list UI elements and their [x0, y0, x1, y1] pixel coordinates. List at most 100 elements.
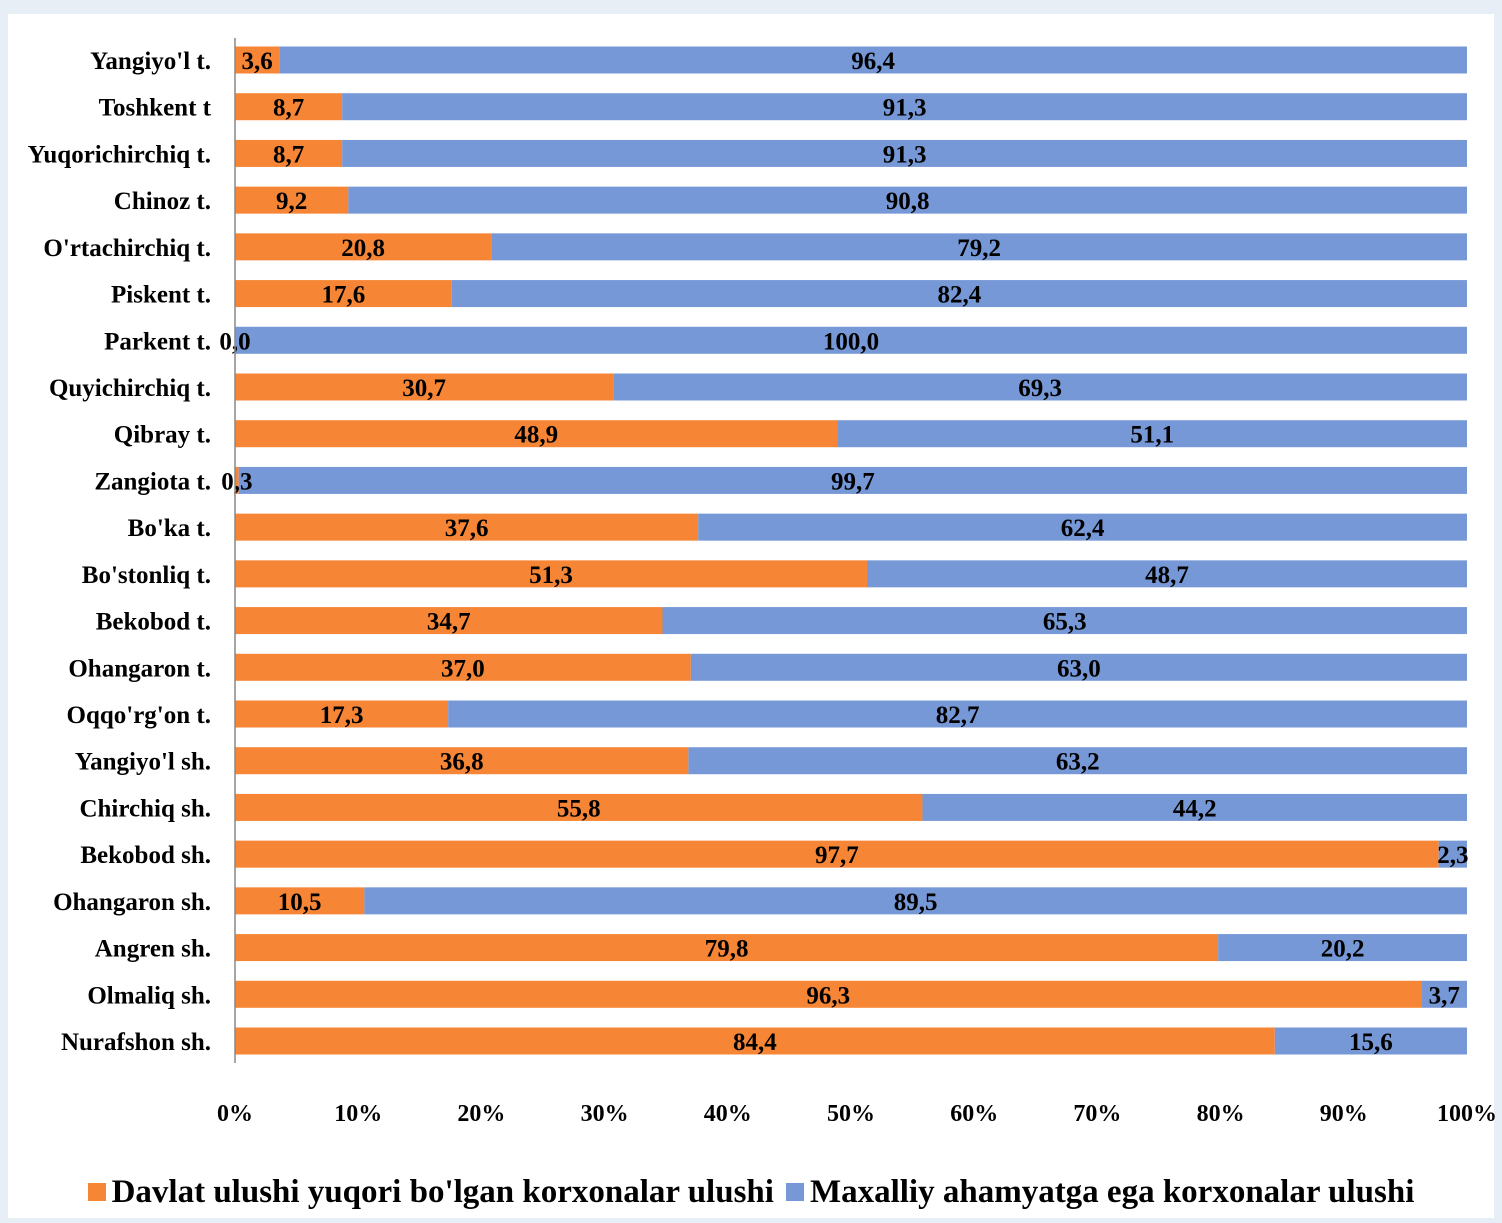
- legend-label-local-share: Maxalliy ahamyatga ega korxonalar ulushi: [809, 1173, 1415, 1210]
- category-label-bo-ka-t: Bo'ka t.: [128, 515, 211, 542]
- data-label-s1-bo-stonliq-t: 48,7: [1145, 562, 1189, 589]
- bar-segment-s1-ohangaron-sh: [364, 887, 1467, 915]
- x-tick-label: 30%: [581, 1101, 629, 1127]
- bar-segment-s1-angren-sh: [1218, 934, 1467, 962]
- bar-segment-s1-bo-stonliq-t: [867, 560, 1467, 588]
- bar-segment-s0-chirchiq-sh: [235, 793, 923, 821]
- x-tick-label: 10%: [334, 1101, 382, 1127]
- category-label-yangiyo-l-sh: Yangiyo'l sh.: [75, 749, 211, 776]
- bar-segment-s0-qibray-t: [235, 420, 838, 448]
- bar-segment-s0-yangiyo-l-t: [235, 46, 280, 74]
- data-label-s0-oqqo-rg-on-t: 17,3: [320, 702, 364, 729]
- bar-segment-s1-chinoz-t: [348, 186, 1467, 214]
- legend-swatch-blue: [785, 1183, 804, 1201]
- data-label-s0-angren-sh: 79,8: [705, 936, 749, 963]
- legend-label-state-share: Davlat ulushi yuqori bo'lgan korxonalar …: [111, 1173, 774, 1210]
- legend: Davlat ulushi yuqori bo'lgan korxonalar …: [0, 1170, 1502, 1214]
- category-label-angren-sh: Angren sh.: [95, 936, 211, 963]
- bar-segment-s1-qibray-t: [837, 420, 1467, 448]
- x-tick-label: 0%: [217, 1101, 253, 1127]
- x-tick-label: 90%: [1320, 1101, 1368, 1127]
- category-label-oqqo-rg-on-t: Oqqo'rg'on t.: [67, 702, 211, 729]
- x-tick-label: 50%: [827, 1101, 875, 1127]
- category-label-ohangaron-sh: Ohangaron sh.: [53, 889, 211, 916]
- data-label-s1-parkent-t: 100,0: [823, 328, 879, 355]
- data-label-s0-ohangaron-t: 37,0: [441, 655, 485, 682]
- bar-segment-s1-bo-ka-t: [698, 513, 1467, 541]
- category-label-chinoz-t: Chinoz t.: [114, 188, 211, 215]
- bar-segment-s1-yangiyo-l-sh: [688, 747, 1467, 775]
- data-label-s1-angren-sh: 20,2: [1321, 936, 1365, 963]
- bar-segment-s1-oqqo-rg-on-t: [448, 700, 1467, 728]
- category-label-chirchiq-sh: Chirchiq sh.: [79, 795, 211, 822]
- category-label-yuqorichirchiq-t: Yuqorichirchiq t.: [28, 141, 211, 168]
- x-tick-label: 80%: [1197, 1101, 1245, 1127]
- data-label-s0-qibray-t: 48,9: [514, 422, 558, 449]
- bar-segment-s0-nurafshon-sh: [235, 1027, 1275, 1055]
- data-label-s0-chinoz-t: 9,2: [276, 188, 307, 215]
- data-label-s1-chinoz-t: 90,8: [886, 188, 930, 215]
- data-label-s1-toshkent-t: 91,3: [883, 95, 927, 122]
- data-label-s1-yuqorichirchiq-t: 91,3: [883, 141, 927, 168]
- category-label-qibray-t: Qibray t.: [114, 422, 211, 449]
- bar-segment-s0-chinoz-t: [235, 186, 349, 214]
- category-label-nurafshon-sh: Nurafshon sh.: [61, 1029, 211, 1056]
- category-label-o-rtachirchiq-t: O'rtachirchiq t.: [43, 235, 211, 262]
- bar-segment-s1-ohangaron-t: [690, 653, 1467, 681]
- data-label-s1-qibray-t: 51,1: [1130, 422, 1174, 449]
- category-label-piskent-t: Piskent t.: [111, 282, 211, 309]
- bar-segment-s0-zangiota-t: [235, 466, 239, 494]
- bars-layer: [235, 46, 1468, 1055]
- x-tick-label: 100%: [1437, 1101, 1497, 1127]
- data-label-s1-chirchiq-sh: 44,2: [1173, 795, 1217, 822]
- bar-segment-s1-o-rtachirchiq-t: [491, 233, 1468, 261]
- data-label-s1-yangiyo-l-t: 96,4: [851, 48, 895, 75]
- data-label-s1-ohangaron-t: 63,0: [1057, 655, 1101, 682]
- bar-segment-s1-yangiyo-l-t: [279, 46, 1467, 74]
- bar-segment-s0-bekobod-sh: [235, 840, 1439, 868]
- bar-segment-s0-yangiyo-l-sh: [235, 747, 689, 775]
- data-label-s0-ohangaron-sh: 10,5: [278, 889, 322, 916]
- bar-segment-s1-parkent-t: [235, 326, 1467, 354]
- data-label-s1-bo-ka-t: 62,4: [1061, 515, 1105, 542]
- data-label-s0-chirchiq-sh: 55,8: [557, 795, 601, 822]
- legend-item-local-share: Maxalliy ahamyatga ega korxonalar ulushi: [785, 1173, 1415, 1211]
- x-axis-ticks: 0% 10% 20% 30% 40% 50% 60% 70% 80% 90% 100%: [217, 1101, 1497, 1127]
- data-label-s0-yuqorichirchiq-t: 8,7: [273, 141, 304, 168]
- x-tick-label: 70%: [1073, 1101, 1121, 1127]
- bar-segment-s0-bo-stonliq-t: [235, 560, 868, 588]
- data-label-s1-nurafshon-sh: 15,6: [1349, 1029, 1393, 1056]
- data-label-s1-quyichirchiq-t: 69,3: [1018, 375, 1062, 402]
- category-label-bekobod-t: Bekobod t.: [96, 609, 211, 636]
- bar-segment-s1-nurafshon-sh: [1274, 1027, 1467, 1055]
- bar-segment-s1-bekobod-sh: [1438, 840, 1467, 868]
- labels-layer: Yangiyo'l t. 3,6 96,4 Toshkent t 8,7 91,3 Yuqo…: [28, 48, 1469, 1056]
- bar-segment-s1-piskent-t: [451, 280, 1467, 308]
- bar-segment-s0-ohangaron-sh: [235, 887, 365, 915]
- data-label-s0-bekobod-t: 34,7: [427, 609, 471, 636]
- data-label-s0-yangiyo-l-sh: 36,8: [440, 749, 484, 776]
- bar-segment-s1-chirchiq-sh: [922, 793, 1467, 821]
- category-label-parkent-t: Parkent t.: [104, 328, 211, 355]
- data-label-s0-quyichirchiq-t: 30,7: [402, 375, 446, 402]
- bar-segment-s0-angren-sh: [235, 934, 1219, 962]
- bar-segment-s0-piskent-t: [235, 280, 452, 308]
- category-label-ohangaron-t: Ohangaron t.: [68, 655, 211, 682]
- bar-segment-s0-bekobod-t: [235, 607, 663, 635]
- bar-segment-s1-bekobod-t: [662, 607, 1467, 635]
- bar-segment-s1-quyichirchiq-t: [613, 373, 1467, 401]
- bar-segment-s0-quyichirchiq-t: [235, 373, 614, 401]
- data-label-s1-oqqo-rg-on-t: 82,7: [936, 702, 980, 729]
- category-label-yangiyo-l-t: Yangiyo'l t.: [90, 48, 211, 75]
- data-label-s0-olmaliq-sh: 96,3: [806, 982, 850, 1009]
- bar-segment-s0-oqqo-rg-on-t: [235, 700, 449, 728]
- category-label-zangiota-t: Zangiota t.: [94, 468, 211, 495]
- legend-item-state-share: Davlat ulushi yuqori bo'lgan korxonalar …: [87, 1173, 774, 1211]
- data-label-s1-yangiyo-l-sh: 63,2: [1056, 749, 1100, 776]
- data-label-s0-piskent-t: 17,6: [322, 282, 366, 309]
- bar-segment-s0-ohangaron-t: [235, 653, 691, 681]
- legend-swatch-orange: [87, 1183, 106, 1201]
- data-label-s0-yangiyo-l-t: 3,6: [242, 48, 273, 75]
- bar-segment-s0-o-rtachirchiq-t: [235, 233, 492, 261]
- category-label-quyichirchiq-t: Quyichirchiq t.: [49, 375, 211, 402]
